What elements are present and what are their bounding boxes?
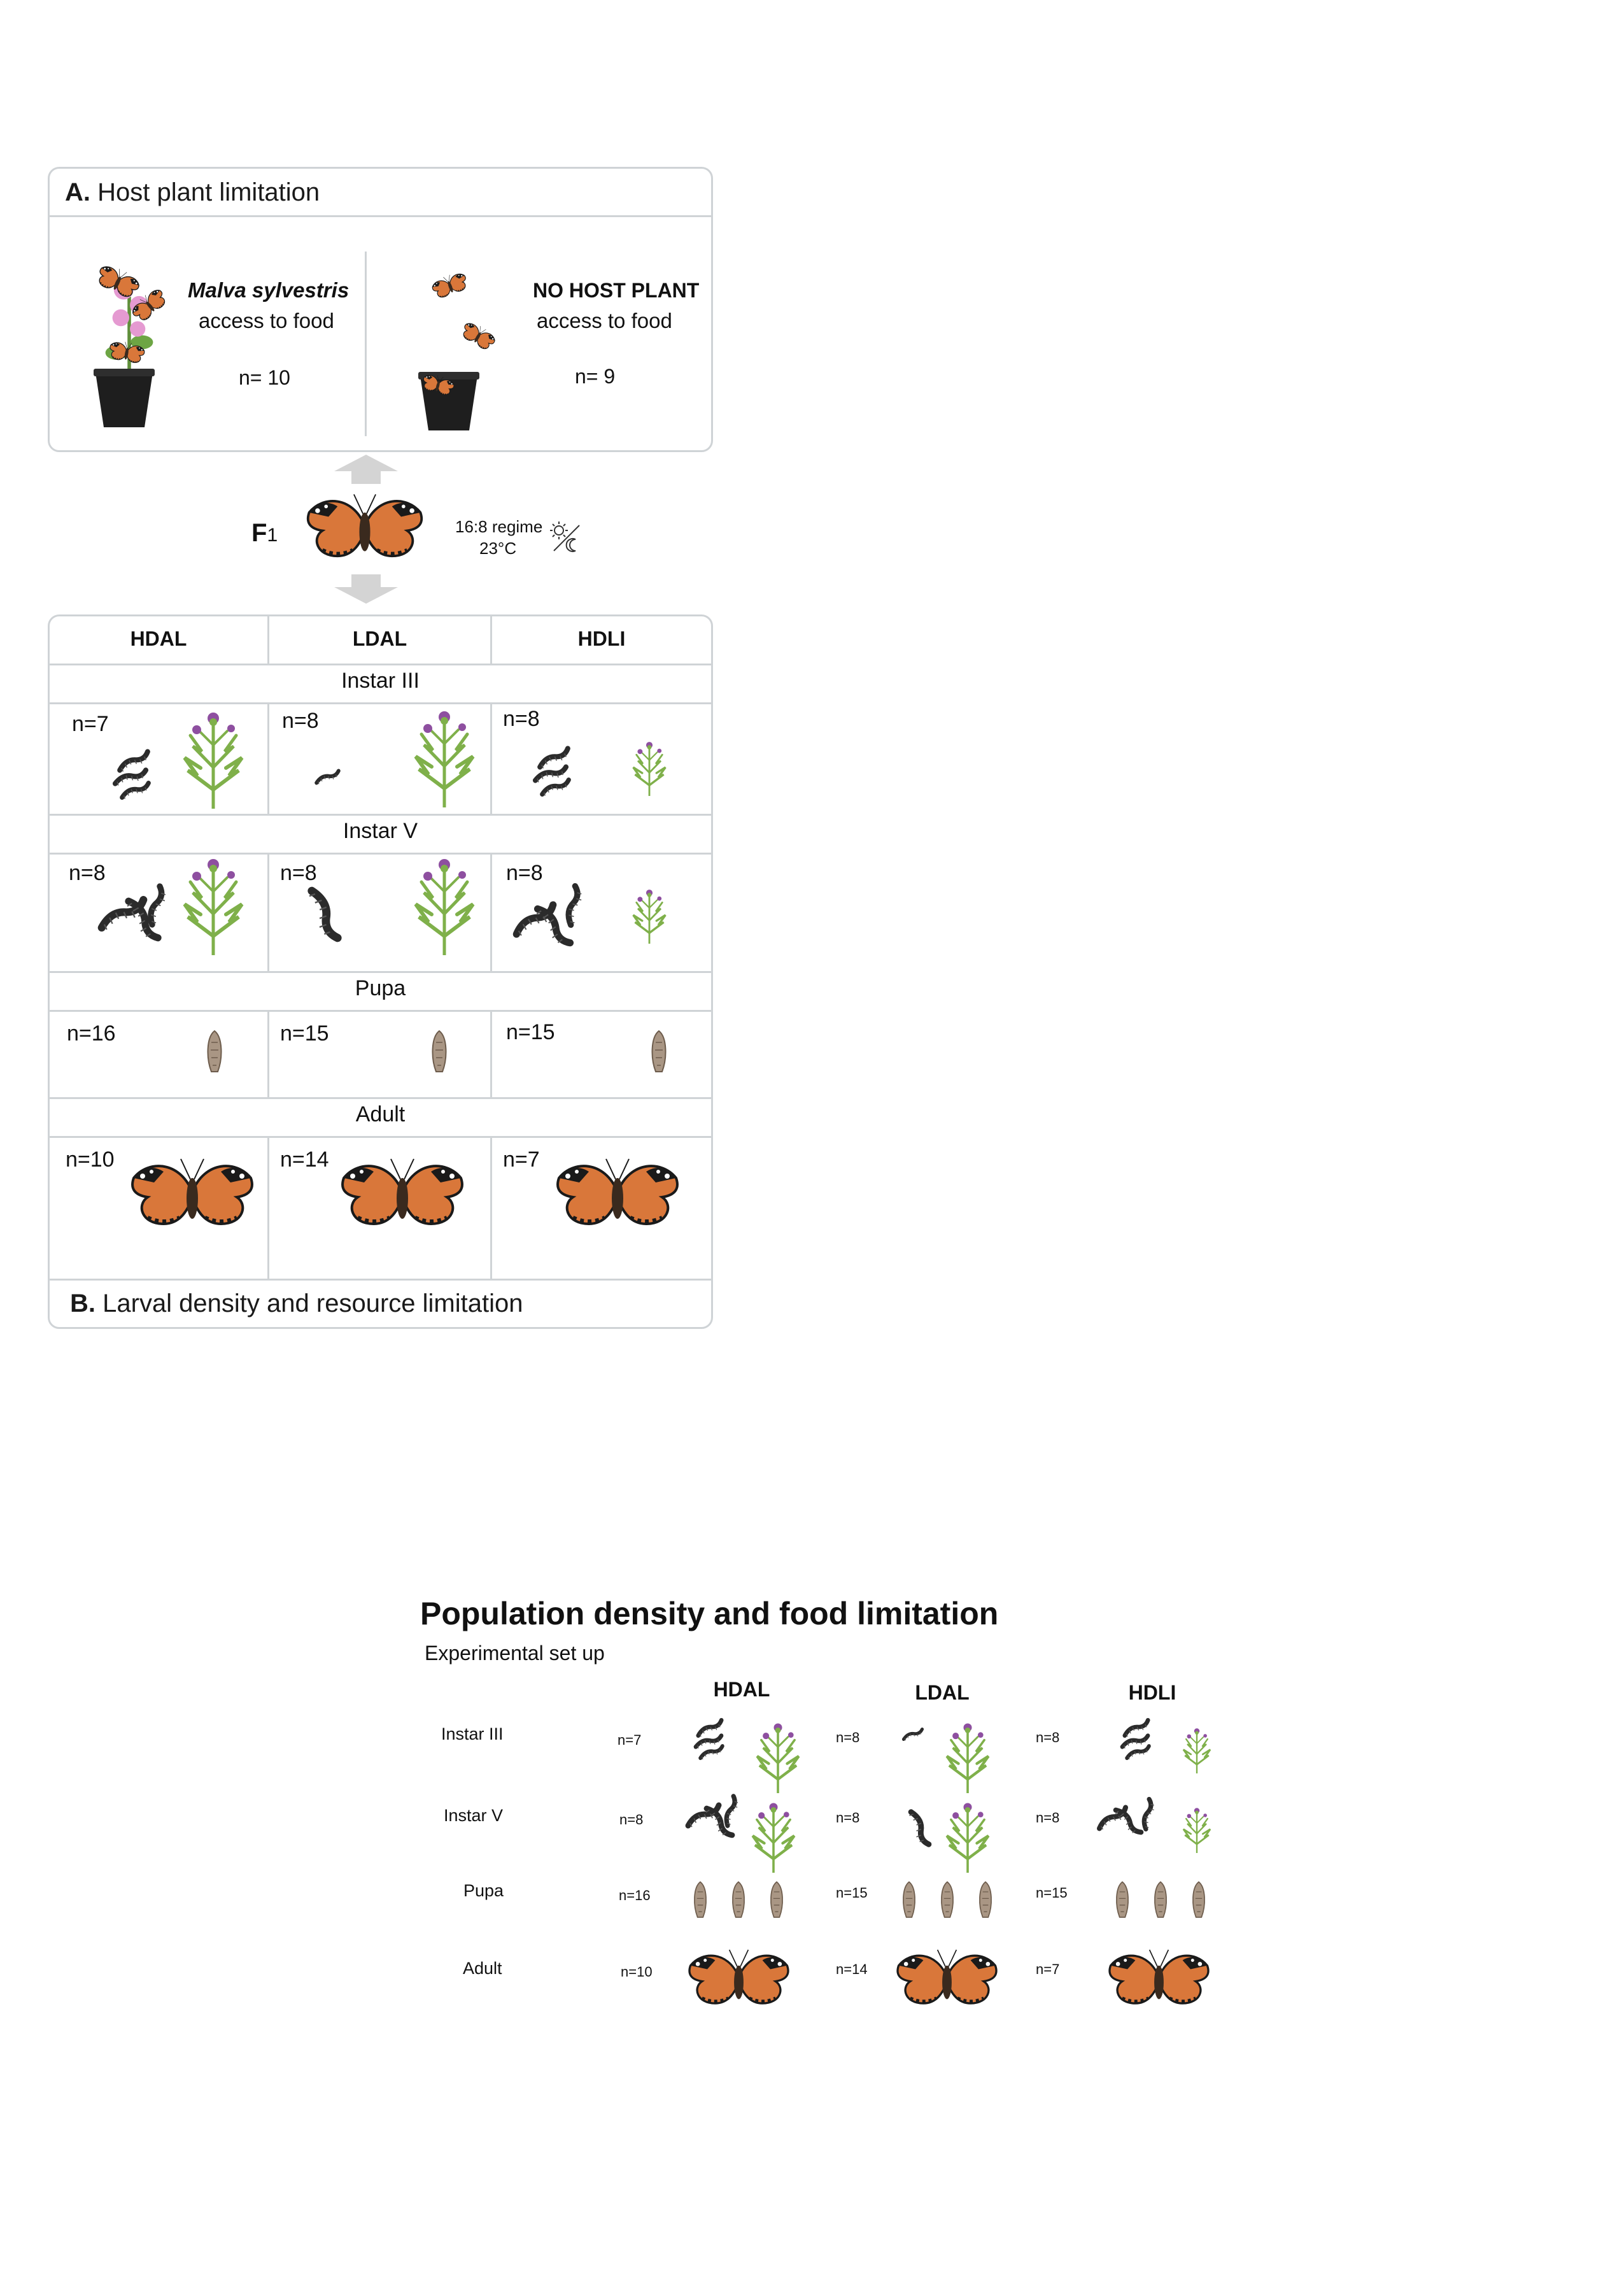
column-header-hdal: HDAL: [130, 627, 187, 650]
pupa-icon: [205, 1024, 224, 1080]
pupa-icon: [649, 1024, 668, 1080]
pupa-icon: [1190, 1877, 1207, 1923]
count-label: n=15: [280, 1021, 329, 1046]
malva-access-label: access to food: [199, 309, 334, 332]
column-separator: [490, 616, 492, 1279]
thistle-icon: [942, 1719, 993, 1793]
caterpillar-icon: [906, 1805, 935, 1851]
thistle-icon: [748, 1799, 799, 1873]
bottom-title: Population density and food limitation: [420, 1596, 999, 1631]
column-header-hdli: HDLI: [577, 627, 626, 650]
thistle-icon: [178, 707, 248, 809]
thistle-icon: [409, 853, 479, 955]
panel-b-divider: [50, 1279, 711, 1281]
panel-a-title: A. Host plant limitation: [65, 178, 320, 206]
light-regime-label: 16:8 regime: [455, 517, 543, 536]
arrow-up-icon: [334, 455, 398, 484]
pupa-icon: [692, 1877, 709, 1923]
caterpillar-icon: [1138, 1796, 1158, 1833]
bottom-count-label: n=14: [836, 1961, 868, 1977]
no-host-plant-label: NO HOST PLANT: [533, 279, 700, 302]
thistle-small-icon: [630, 739, 668, 796]
butterfly-icon: [304, 489, 425, 569]
stage-label: Pupa: [355, 976, 406, 1000]
stage-bar: [50, 1097, 711, 1138]
sun-moon-icon: [550, 522, 580, 552]
count-label: n=14: [280, 1147, 329, 1172]
pupa-icon: [1152, 1877, 1169, 1923]
bottom-stage-label: Instar III: [441, 1724, 504, 1743]
malva-species-label: Malva sylvestris: [188, 278, 350, 302]
pupa-icon: [1114, 1877, 1131, 1923]
butterfly-icon: [129, 1154, 256, 1237]
butterfly-icon: [339, 1154, 466, 1237]
bottom-count-label: n=8: [836, 1810, 860, 1826]
caterpillar-icon: [900, 1726, 926, 1742]
thistle-small-icon: [630, 886, 668, 944]
malva-n-label: n= 10: [239, 366, 290, 389]
stage-label: Instar V: [342, 819, 418, 843]
bottom-column-hdli: HDLI: [1128, 1681, 1176, 1704]
pupa-icon: [768, 1877, 785, 1923]
column-header-ldal: LDAL: [352, 627, 407, 650]
pupa-icon: [430, 1024, 449, 1080]
panel-b-title: B. Larval density and resource limitatio…: [70, 1289, 523, 1317]
count-label: n=8: [282, 709, 319, 733]
bottom-count-label: n=16: [619, 1887, 651, 1903]
butterfly-icon: [554, 1154, 681, 1237]
stage-bar: [50, 814, 711, 855]
bottom-column-ldal: LDAL: [915, 1681, 970, 1704]
count-label: n=15: [506, 1020, 555, 1044]
thistle-icon: [409, 706, 479, 807]
thistle-icon: [178, 853, 248, 955]
bottom-stage-label: Pupa: [463, 1881, 504, 1900]
f1-label: F1: [251, 519, 278, 547]
count-label: n=8: [280, 861, 317, 885]
bottom-count-label: n=8: [1036, 1810, 1060, 1826]
pupa-icon: [730, 1877, 747, 1923]
pupa-icon: [939, 1877, 956, 1923]
thistle-small-icon: [1181, 1805, 1213, 1853]
butterfly-icon: [894, 1945, 999, 2014]
bottom-count-label: n=7: [618, 1732, 642, 1748]
bottom-count-label: n=15: [836, 1885, 868, 1901]
stage-bar: [50, 664, 711, 704]
no-host-n-label: n= 9: [575, 365, 616, 388]
bottom-count-label: n=10: [621, 1964, 653, 1980]
count-label: n=16: [67, 1021, 116, 1046]
bottom-count-label: n=8: [1036, 1729, 1060, 1745]
panel-a: [48, 167, 713, 452]
pupa-icon: [901, 1877, 917, 1923]
thistle-icon: [752, 1719, 803, 1793]
pupa-icon: [977, 1877, 994, 1923]
thistle-icon: [942, 1799, 993, 1873]
count-label: n=8: [506, 861, 543, 885]
panel-a-divider: [50, 215, 711, 217]
count-label: n=8: [503, 707, 540, 731]
bottom-count-label: n=8: [619, 1812, 644, 1828]
stage-bar: [50, 971, 711, 1012]
bottom-count-label: n=8: [836, 1729, 860, 1745]
no-host-access-label: access to food: [537, 309, 672, 332]
temperature-label: 23°C: [479, 539, 517, 558]
count-label: n=7: [72, 712, 109, 736]
bottom-subtitle: Experimental set up: [425, 1642, 605, 1665]
pot-icon: [92, 366, 156, 430]
thistle-small-icon: [1181, 1726, 1213, 1773]
butterfly-icon: [1106, 1945, 1211, 2014]
count-label: n=8: [69, 861, 106, 885]
bottom-count-label: n=15: [1036, 1885, 1068, 1901]
count-label: n=10: [66, 1147, 115, 1172]
stage-label: Adult: [355, 1102, 406, 1126]
bottom-stage-label: Instar V: [444, 1806, 504, 1825]
count-label: n=7: [503, 1147, 540, 1172]
stage-label: Instar III: [341, 669, 420, 693]
bottom-column-hdal: HDAL: [713, 1678, 770, 1701]
panel-a-center-divider: [365, 252, 367, 436]
bottom-stage-label: Adult: [463, 1959, 502, 1978]
bottom-count-label: n=7: [1036, 1961, 1060, 1977]
butterfly-icon: [686, 1945, 791, 2014]
arrow-down-icon: [334, 574, 398, 604]
column-separator: [267, 616, 269, 1279]
